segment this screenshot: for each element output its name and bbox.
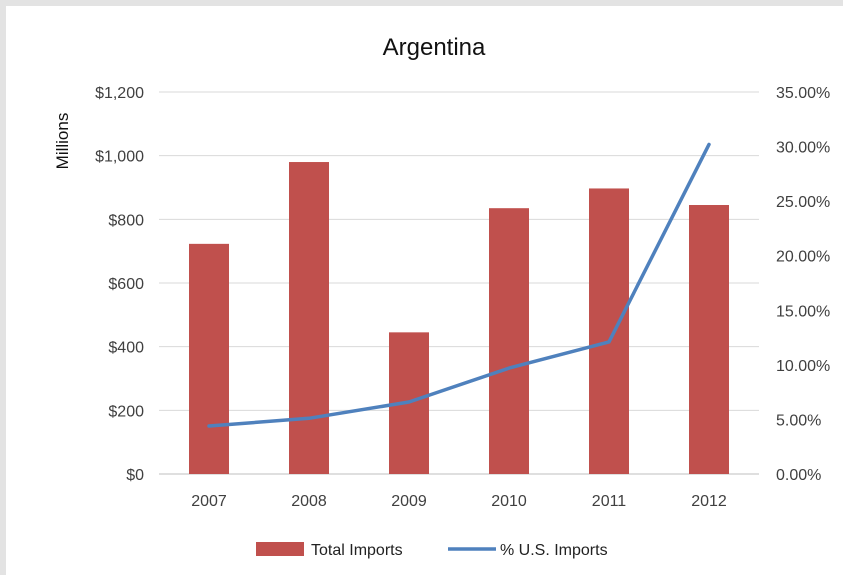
chart-area: Argentina Millions $0 $200 $400 $600 $800 $1,… [6, 6, 843, 575]
x-axis-tick-label: 2009 [391, 493, 427, 510]
x-axis-tick-label: 2007 [191, 493, 227, 510]
chart-title: Argentina [383, 34, 486, 61]
chart: Argentina Millions $0 $200 $400 $600 $800 $1,… [53, 34, 830, 559]
right-axis-tick-label: 35.00% [776, 85, 830, 102]
legend-label-us-imports: % U.S. Imports [500, 542, 608, 559]
bar-series [189, 162, 729, 475]
right-axis-ticks: 0.00% 5.00% 10.00% 15.00% 20.00% 25.00% 30.00%… [776, 85, 830, 484]
gridlines [159, 91, 759, 475]
x-axis-tick-label: 2012 [691, 493, 727, 510]
left-axis-tick-label: $600 [108, 276, 144, 293]
left-axis-tick-label: $400 [108, 340, 144, 357]
line-series [207, 142, 711, 428]
left-axis-ticks: $0 $200 $400 $600 $800 $1,000 $1,200 [95, 85, 144, 484]
right-axis-tick-label: 0.00% [776, 467, 821, 484]
bar-2012 [689, 205, 729, 474]
legend-swatch-total-imports [256, 542, 304, 556]
left-axis-tick-label: $0 [126, 467, 144, 484]
right-axis-tick-label: 30.00% [776, 140, 830, 157]
x-axis-ticks: 2007 2008 2009 2010 2011 2012 [191, 493, 727, 510]
legend: Total Imports % U.S. Imports [256, 542, 608, 559]
bar-2011 [589, 188, 629, 474]
right-axis-tick-label: 20.00% [776, 249, 830, 266]
left-axis-tick-label: $800 [108, 212, 144, 229]
left-axis-tick-label: $1,000 [95, 149, 144, 166]
right-axis-tick-label: 25.00% [776, 194, 830, 211]
x-axis-tick-label: 2010 [491, 493, 527, 510]
left-axis-tick-label: $200 [108, 403, 144, 420]
x-axis-tick-label: 2008 [291, 493, 327, 510]
legend-label-total-imports: Total Imports [311, 542, 403, 559]
us-imports-line [207, 142, 711, 428]
y-axis-title: Millions [53, 113, 72, 170]
bar-2008 [289, 162, 329, 475]
bar-2007 [189, 243, 229, 474]
bar-2010 [489, 208, 529, 475]
right-axis-tick-label: 15.00% [776, 303, 830, 320]
left-axis-tick-label: $1,200 [95, 85, 144, 102]
right-axis-tick-label: 10.00% [776, 358, 830, 375]
right-axis-tick-label: 5.00% [776, 412, 821, 429]
x-axis-tick-label: 2011 [592, 493, 627, 510]
